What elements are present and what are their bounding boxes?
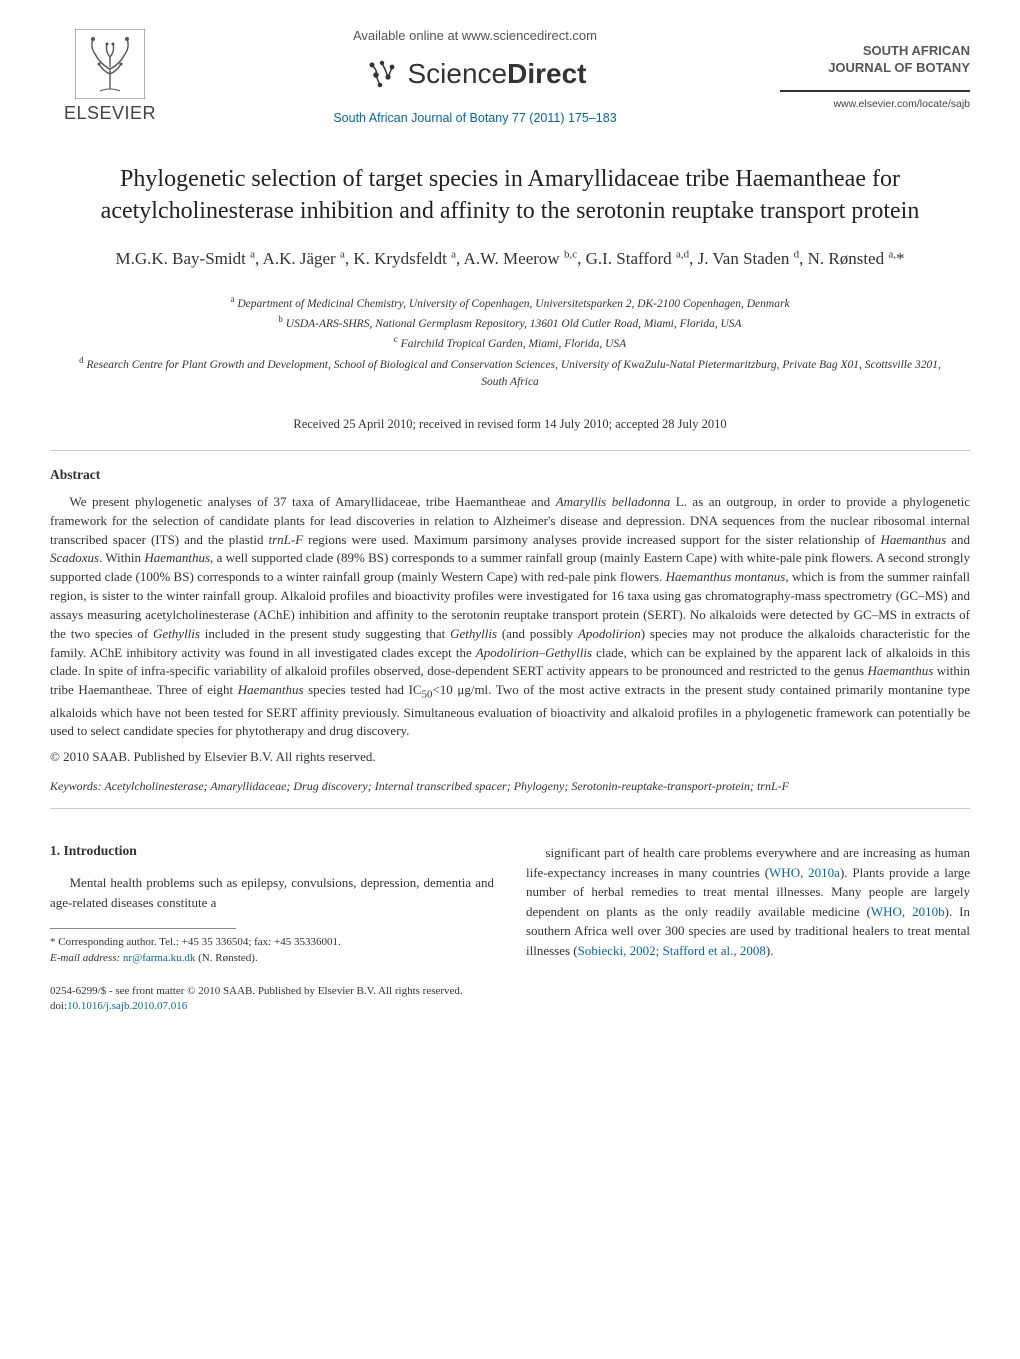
header-right: SOUTH AFRICAN JOURNAL OF BOTANY www.else… bbox=[780, 43, 970, 111]
received-dates: Received 25 April 2010; received in revi… bbox=[0, 403, 1020, 450]
title-block: Phylogenetic selection of target species… bbox=[0, 135, 1020, 281]
intro-left-paragraph: Mental health problems such as epilepsy,… bbox=[50, 873, 494, 912]
footnote-email-suffix: (N. Rønsted). bbox=[198, 952, 258, 964]
sd-bold: Direct bbox=[507, 58, 586, 89]
sd-light: Science bbox=[408, 58, 508, 89]
bottom-footer: 0254-6299/$ - see front matter © 2010 SA… bbox=[0, 974, 1020, 1039]
affiliations-block: a Department of Medicinal Chemistry, Uni… bbox=[0, 281, 1020, 403]
doi-link[interactable]: 10.1016/j.sajb.2010.07.016 bbox=[67, 1000, 187, 1012]
intro-left-text: Mental health problems such as epilepsy,… bbox=[50, 873, 494, 912]
intro-heading: 1. Introduction bbox=[50, 843, 494, 859]
sciencedirect-text: ScienceDirect bbox=[408, 58, 587, 90]
elsevier-text: ELSEVIER bbox=[64, 103, 156, 124]
sciencedirect-swirl-icon bbox=[364, 55, 402, 93]
keywords-line: Keywords: Acetylcholinesterase; Amarylli… bbox=[0, 779, 1020, 808]
journal-name: SOUTH AFRICAN JOURNAL OF BOTANY bbox=[780, 43, 970, 93]
footnote-email-line: E-mail address: nr@farma.ku.dk (N. Rønst… bbox=[50, 951, 494, 966]
intro-right-text: significant part of health care problems… bbox=[526, 843, 970, 960]
doi-line: doi:10.1016/j.sajb.2010.07.016 bbox=[50, 999, 970, 1014]
affiliation-line: d Research Centre for Plant Growth and D… bbox=[70, 354, 950, 391]
journal-name-line1: SOUTH AFRICAN bbox=[863, 43, 970, 58]
keywords-text: Acetylcholinesterase; Amaryllidaceae; Dr… bbox=[104, 779, 789, 793]
two-column-body: 1. Introduction Mental health problems s… bbox=[0, 825, 1020, 974]
article-title: Phylogenetic selection of target species… bbox=[70, 163, 950, 228]
affiliation-line: b USDA-ARS-SHRS, National Germplasm Repo… bbox=[70, 313, 950, 333]
abstract-paragraph: We present phylogenetic analyses of 37 t… bbox=[50, 493, 970, 741]
abstract-heading: Abstract bbox=[0, 467, 1020, 493]
footnote-email-label: E-mail address: bbox=[50, 952, 120, 964]
intro-right-paragraph: significant part of health care problems… bbox=[526, 843, 970, 960]
footnote-divider bbox=[50, 928, 236, 929]
corresponding-author-footnote: * Corresponding author. Tel.: +45 35 336… bbox=[50, 935, 494, 966]
header-center: Available online at www.sciencedirect.co… bbox=[170, 28, 780, 125]
divider-before-abstract bbox=[50, 450, 970, 451]
divider-after-keywords bbox=[50, 808, 970, 809]
elsevier-logo-block: ELSEVIER bbox=[50, 29, 170, 124]
journal-name-line2: JOURNAL OF BOTANY bbox=[828, 60, 970, 75]
footnote-corresponding: * Corresponding author. Tel.: +45 35 336… bbox=[50, 935, 494, 950]
right-column: significant part of health care problems… bbox=[526, 843, 970, 966]
doi-label: doi: bbox=[50, 1000, 67, 1012]
affiliation-line: c Fairchild Tropical Garden, Miami, Flor… bbox=[70, 333, 950, 353]
journal-citation-link[interactable]: South African Journal of Botany 77 (2011… bbox=[190, 111, 760, 125]
affiliation-line: a Department of Medicinal Chemistry, Uni… bbox=[70, 293, 950, 313]
copyright-line: © 2010 SAAB. Published by Elsevier B.V. … bbox=[0, 741, 1020, 779]
sciencedirect-logo: ScienceDirect bbox=[364, 55, 587, 93]
bottom-line1: 0254-6299/$ - see front matter © 2010 SA… bbox=[50, 984, 970, 999]
page-header: ELSEVIER Available online at www.science… bbox=[0, 0, 1020, 135]
keywords-label: Keywords: bbox=[50, 779, 102, 793]
available-online-text: Available online at www.sciencedirect.co… bbox=[190, 28, 760, 43]
authors-line: M.G.K. Bay-Smidt a, A.K. Jäger a, K. Kry… bbox=[70, 246, 950, 272]
left-column: 1. Introduction Mental health problems s… bbox=[50, 843, 494, 966]
journal-url: www.elsevier.com/locate/sajb bbox=[780, 98, 970, 110]
abstract-body: We present phylogenetic analyses of 37 t… bbox=[0, 493, 1020, 741]
footnote-email[interactable]: nr@farma.ku.dk bbox=[123, 952, 195, 964]
elsevier-tree-icon bbox=[75, 29, 145, 99]
